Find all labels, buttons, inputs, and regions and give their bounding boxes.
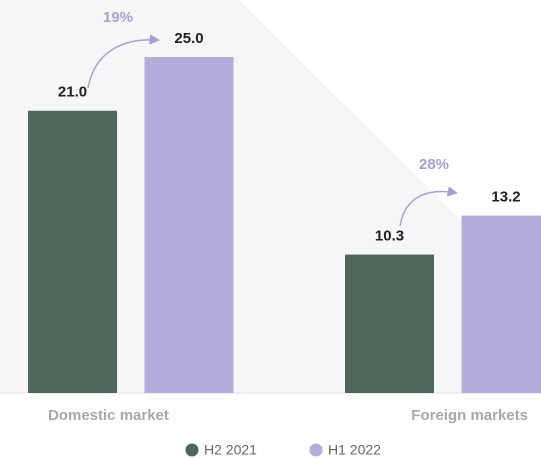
annotation: 28% — [419, 156, 449, 173]
x-tick-label: Foreign markets — [411, 407, 528, 424]
arrow — [87, 34, 161, 89]
legend-swatch — [185, 443, 199, 457]
data-label: 25.0 — [174, 30, 203, 47]
data-label: 21.0 — [58, 84, 87, 101]
legend-swatch — [309, 443, 323, 457]
bar — [345, 254, 434, 393]
bar — [461, 215, 541, 393]
bar — [144, 57, 234, 393]
legend-label: H2 2021 — [204, 442, 257, 458]
legend-label: H1 2022 — [328, 442, 381, 458]
annotation: 19% — [103, 9, 133, 26]
x-tick-label: Domestic market — [48, 407, 169, 424]
data-label: 10.3 — [375, 228, 404, 245]
bar — [28, 110, 117, 393]
data-label: 13.2 — [491, 189, 520, 206]
arrow — [399, 186, 459, 227]
